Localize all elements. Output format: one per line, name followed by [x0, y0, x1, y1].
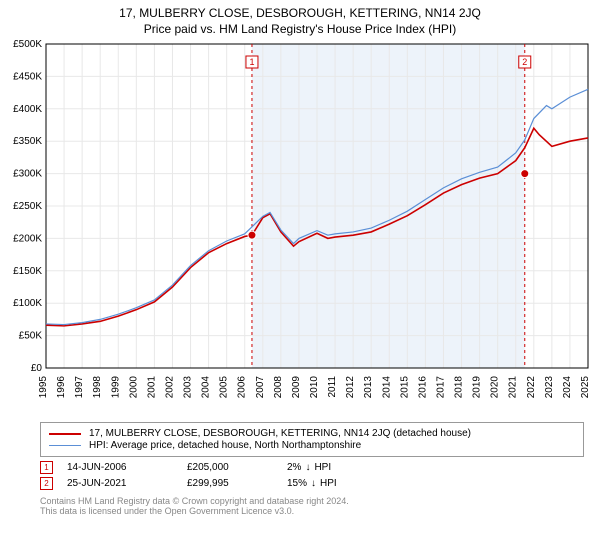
event-number: 2	[40, 477, 53, 490]
svg-text:£350K: £350K	[13, 136, 42, 147]
title-subtitle: Price paid vs. HM Land Registry's House …	[0, 22, 600, 36]
event-row: 1 14-JUN-2006£205,0002% ↓ HPI	[40, 461, 584, 474]
svg-text:2022: 2022	[526, 376, 537, 399]
svg-text:2021: 2021	[508, 376, 519, 399]
svg-text:£50K: £50K	[19, 331, 43, 342]
event-pct: 15%	[287, 478, 307, 489]
svg-text:£150K: £150K	[13, 266, 42, 277]
svg-text:£200K: £200K	[13, 233, 42, 244]
svg-text:2: 2	[522, 57, 527, 67]
svg-text:2007: 2007	[255, 376, 266, 399]
svg-text:1996: 1996	[56, 376, 67, 399]
svg-text:£250K: £250K	[13, 201, 42, 212]
svg-text:1995: 1995	[38, 376, 49, 399]
event-price: £299,995	[187, 478, 287, 489]
svg-text:2003: 2003	[183, 376, 194, 399]
svg-text:2000: 2000	[128, 376, 139, 399]
svg-text:2017: 2017	[435, 376, 446, 399]
svg-text:2024: 2024	[562, 376, 573, 399]
event-table: 1 14-JUN-2006£205,0002% ↓ HPI 2 25-JUN-2021£…	[40, 461, 584, 490]
legend: 17, MULBERRY CLOSE, DESBOROUGH, KETTERIN…	[40, 422, 584, 457]
event-hpi-suffix: HPI	[320, 478, 337, 489]
svg-text:2015: 2015	[399, 376, 410, 399]
svg-text:£100K: £100K	[13, 298, 42, 309]
legend-item: HPI: Average price, detached house, Nort…	[49, 440, 575, 451]
event-price: £205,000	[187, 462, 287, 473]
svg-text:1997: 1997	[74, 376, 85, 399]
event-hpi-suffix: HPI	[314, 462, 331, 473]
title-address: 17, MULBERRY CLOSE, DESBOROUGH, KETTERIN…	[0, 6, 600, 20]
svg-text:2012: 2012	[345, 376, 356, 399]
svg-text:2006: 2006	[237, 376, 248, 399]
svg-text:2004: 2004	[201, 376, 212, 399]
event-date: 25-JUN-2021	[67, 478, 187, 489]
svg-text:2014: 2014	[381, 376, 392, 399]
event-hpi: 15% ↓ HPI	[287, 478, 407, 489]
footer: Contains HM Land Registry data © Crown c…	[40, 496, 584, 516]
svg-text:1999: 1999	[110, 376, 121, 399]
svg-text:2025: 2025	[580, 376, 591, 399]
svg-text:2016: 2016	[417, 376, 428, 399]
footer-line-1: Contains HM Land Registry data © Crown c…	[40, 496, 584, 506]
svg-text:1: 1	[249, 57, 254, 67]
event-pct: 2%	[287, 462, 301, 473]
svg-text:2011: 2011	[327, 376, 338, 398]
footer-line-2: This data is licensed under the Open Gov…	[40, 506, 584, 516]
legend-swatch	[49, 445, 81, 446]
svg-text:2013: 2013	[363, 376, 374, 399]
svg-text:2001: 2001	[146, 376, 157, 399]
chart-svg: £0 £50K £100K £150K £200K £250K £300K £350K £400…	[0, 36, 600, 416]
svg-text:2009: 2009	[291, 376, 302, 399]
legend-label: 17, MULBERRY CLOSE, DESBOROUGH, KETTERIN…	[89, 428, 471, 439]
event-row: 2 25-JUN-2021£299,99515% ↓ HPI	[40, 477, 584, 490]
svg-text:£400K: £400K	[13, 104, 42, 115]
svg-text:2005: 2005	[219, 376, 230, 399]
svg-text:2008: 2008	[273, 376, 284, 399]
svg-text:2018: 2018	[454, 376, 465, 399]
svg-text:2010: 2010	[309, 376, 320, 399]
legend-item: 17, MULBERRY CLOSE, DESBOROUGH, KETTERIN…	[49, 428, 575, 439]
svg-text:2023: 2023	[544, 376, 555, 399]
chart: £0 £50K £100K £150K £200K £250K £300K £350K £400…	[0, 36, 600, 416]
svg-text:£0: £0	[31, 363, 43, 374]
svg-text:2002: 2002	[164, 376, 175, 399]
svg-text:£450K: £450K	[13, 71, 42, 82]
event-number: 1	[40, 461, 53, 474]
chart-titles: 17, MULBERRY CLOSE, DESBOROUGH, KETTERIN…	[0, 0, 600, 36]
svg-text:2019: 2019	[472, 376, 483, 399]
legend-label: HPI: Average price, detached house, Nort…	[89, 440, 361, 451]
event-hpi: 2% ↓ HPI	[287, 462, 407, 473]
svg-text:1998: 1998	[92, 376, 103, 399]
svg-text:£500K: £500K	[13, 39, 42, 50]
event-date: 14-JUN-2006	[67, 462, 187, 473]
arrow-down-icon: ↓	[311, 478, 316, 489]
svg-text:£300K: £300K	[13, 169, 42, 180]
arrow-down-icon: ↓	[305, 462, 310, 473]
svg-text:2020: 2020	[490, 376, 501, 399]
legend-swatch	[49, 433, 81, 435]
